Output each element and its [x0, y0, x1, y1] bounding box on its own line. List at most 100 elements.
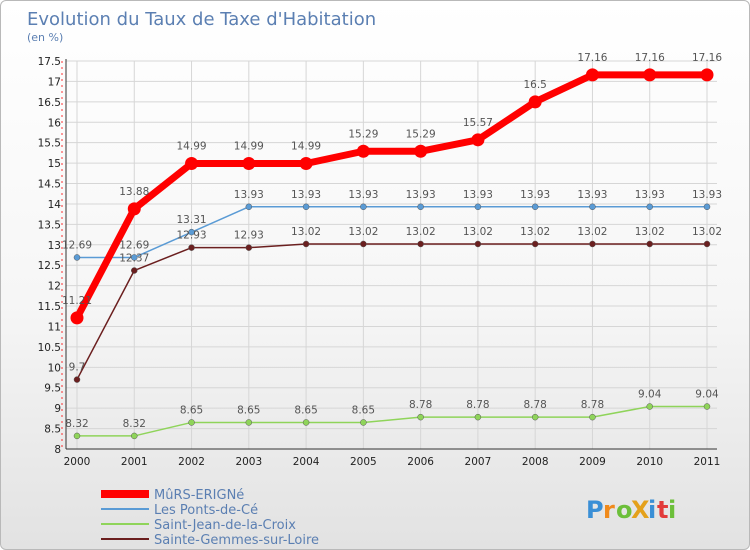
data-label: 13.93 — [291, 189, 321, 201]
data-label: 13.02 — [635, 226, 665, 238]
y-tick-label: 12 — [48, 281, 61, 293]
y-tick-label: 14 — [48, 199, 62, 211]
data-point — [302, 203, 310, 211]
chart-title: Evolution du Taux de Taxe d'Habitation — [27, 9, 376, 30]
data-label: 13.02 — [348, 226, 378, 238]
data-point — [73, 376, 81, 383]
y-tick-label: 8 — [54, 444, 61, 456]
data-label: 17.16 — [577, 52, 607, 64]
data-point — [589, 203, 596, 211]
data-label: 8.65 — [352, 404, 375, 416]
data-label: 8.78 — [409, 399, 432, 411]
data-label: 8.32 — [65, 418, 88, 430]
y-tick-label: 15.5 — [38, 138, 61, 150]
data-label: 12.93 — [234, 230, 264, 242]
data-point — [474, 240, 482, 248]
data-point — [646, 403, 653, 410]
axes: 8 8.5 9 9.5 10 10.5 11 11.5 12 12.5 13 13.5 14 14.5 15… — [38, 56, 721, 468]
data-label: 8.78 — [466, 399, 489, 411]
data-label: 17.16 — [635, 52, 665, 64]
data-point — [302, 419, 310, 426]
data-point — [414, 144, 428, 158]
data-label: 13.02 — [291, 226, 321, 238]
x-tick-label: 2004 — [293, 456, 320, 468]
x-tick-label: 2007 — [465, 456, 492, 468]
data-label: 15.29 — [406, 128, 436, 140]
data-label: 12.93 — [177, 230, 207, 242]
legend-label: Saint-Jean-de-la-Croix — [154, 518, 296, 533]
data-labels: 11.21 13.88 14.99 14.99 14.99 15.29 15.29 15.57… — [62, 52, 722, 430]
x-tick-label: 2005 — [350, 456, 377, 468]
data-point — [245, 203, 253, 211]
data-point — [417, 240, 424, 248]
data-label: 8.65 — [237, 404, 260, 416]
data-label: 9.04 — [695, 389, 719, 401]
data-label: 15.29 — [348, 128, 378, 140]
data-point — [131, 267, 138, 274]
data-label: 13.93 — [406, 189, 436, 201]
data-point — [131, 254, 138, 261]
data-point — [417, 203, 424, 211]
data-point — [589, 240, 596, 248]
data-label: 13.93 — [577, 189, 607, 201]
data-point — [188, 228, 195, 236]
data-point — [188, 244, 195, 251]
y-tick-label: 11 — [48, 321, 61, 333]
y-tick-label: 11.5 — [38, 301, 61, 313]
data-label: 16.5 — [523, 79, 546, 91]
data-label: 12.69 — [119, 239, 149, 251]
y-tick-label: 17.5 — [38, 56, 61, 68]
data-point — [531, 413, 539, 421]
legend-label: MûRS-ERIGNé — [154, 488, 244, 503]
data-point — [73, 254, 81, 261]
data-label: 8.78 — [581, 399, 604, 411]
logo-letter: i — [648, 496, 656, 524]
y-tick-label: 9 — [54, 403, 61, 415]
data-point — [531, 240, 539, 248]
series-line — [77, 206, 707, 259]
y-tick-label: 12.5 — [38, 260, 61, 272]
x-tick-label: 2003 — [235, 456, 262, 468]
data-point — [589, 413, 596, 421]
y-tick-label: 14.5 — [38, 179, 61, 191]
y-tick-label: 17 — [48, 76, 61, 88]
series-line — [76, 243, 707, 380]
data-label: 9.04 — [638, 389, 662, 401]
y-tick-label: 15 — [48, 158, 61, 170]
data-point — [185, 157, 199, 171]
data-point — [245, 419, 253, 426]
data-label: 12.37 — [119, 253, 149, 265]
data-point — [703, 240, 711, 248]
x-tick-label: 2009 — [579, 456, 606, 468]
data-label: 13.93 — [234, 189, 264, 201]
x-tick-label: 2000 — [64, 456, 91, 468]
logo-letter: X — [631, 496, 650, 524]
data-point — [474, 203, 482, 211]
data-point — [360, 240, 367, 248]
data-point — [242, 157, 256, 171]
data-label: 17.16 — [692, 52, 722, 64]
x-tick-label: 2010 — [636, 456, 663, 468]
x-tick-label: 2001 — [121, 456, 148, 468]
data-label: 13.02 — [692, 226, 722, 238]
data-point — [643, 68, 657, 82]
data-label: 9.7 — [69, 362, 86, 374]
logo-letter: P — [586, 496, 604, 524]
y-tick-label: 10 — [48, 362, 61, 374]
data-label: 13.93 — [348, 189, 378, 201]
data-label: 11.21 — [62, 295, 92, 307]
logo-letter: r — [603, 496, 615, 524]
legend-label: Sainte-Gemmes-sur-Loire — [154, 533, 319, 548]
data-point — [188, 419, 195, 426]
grid — [66, 60, 717, 450]
data-point — [703, 203, 711, 211]
data-point — [360, 203, 367, 211]
chart-subtitle: (en %) — [27, 31, 63, 44]
data-point — [299, 157, 313, 171]
data-point — [127, 202, 141, 216]
data-label: 8.65 — [180, 404, 203, 416]
data-point — [528, 95, 542, 109]
